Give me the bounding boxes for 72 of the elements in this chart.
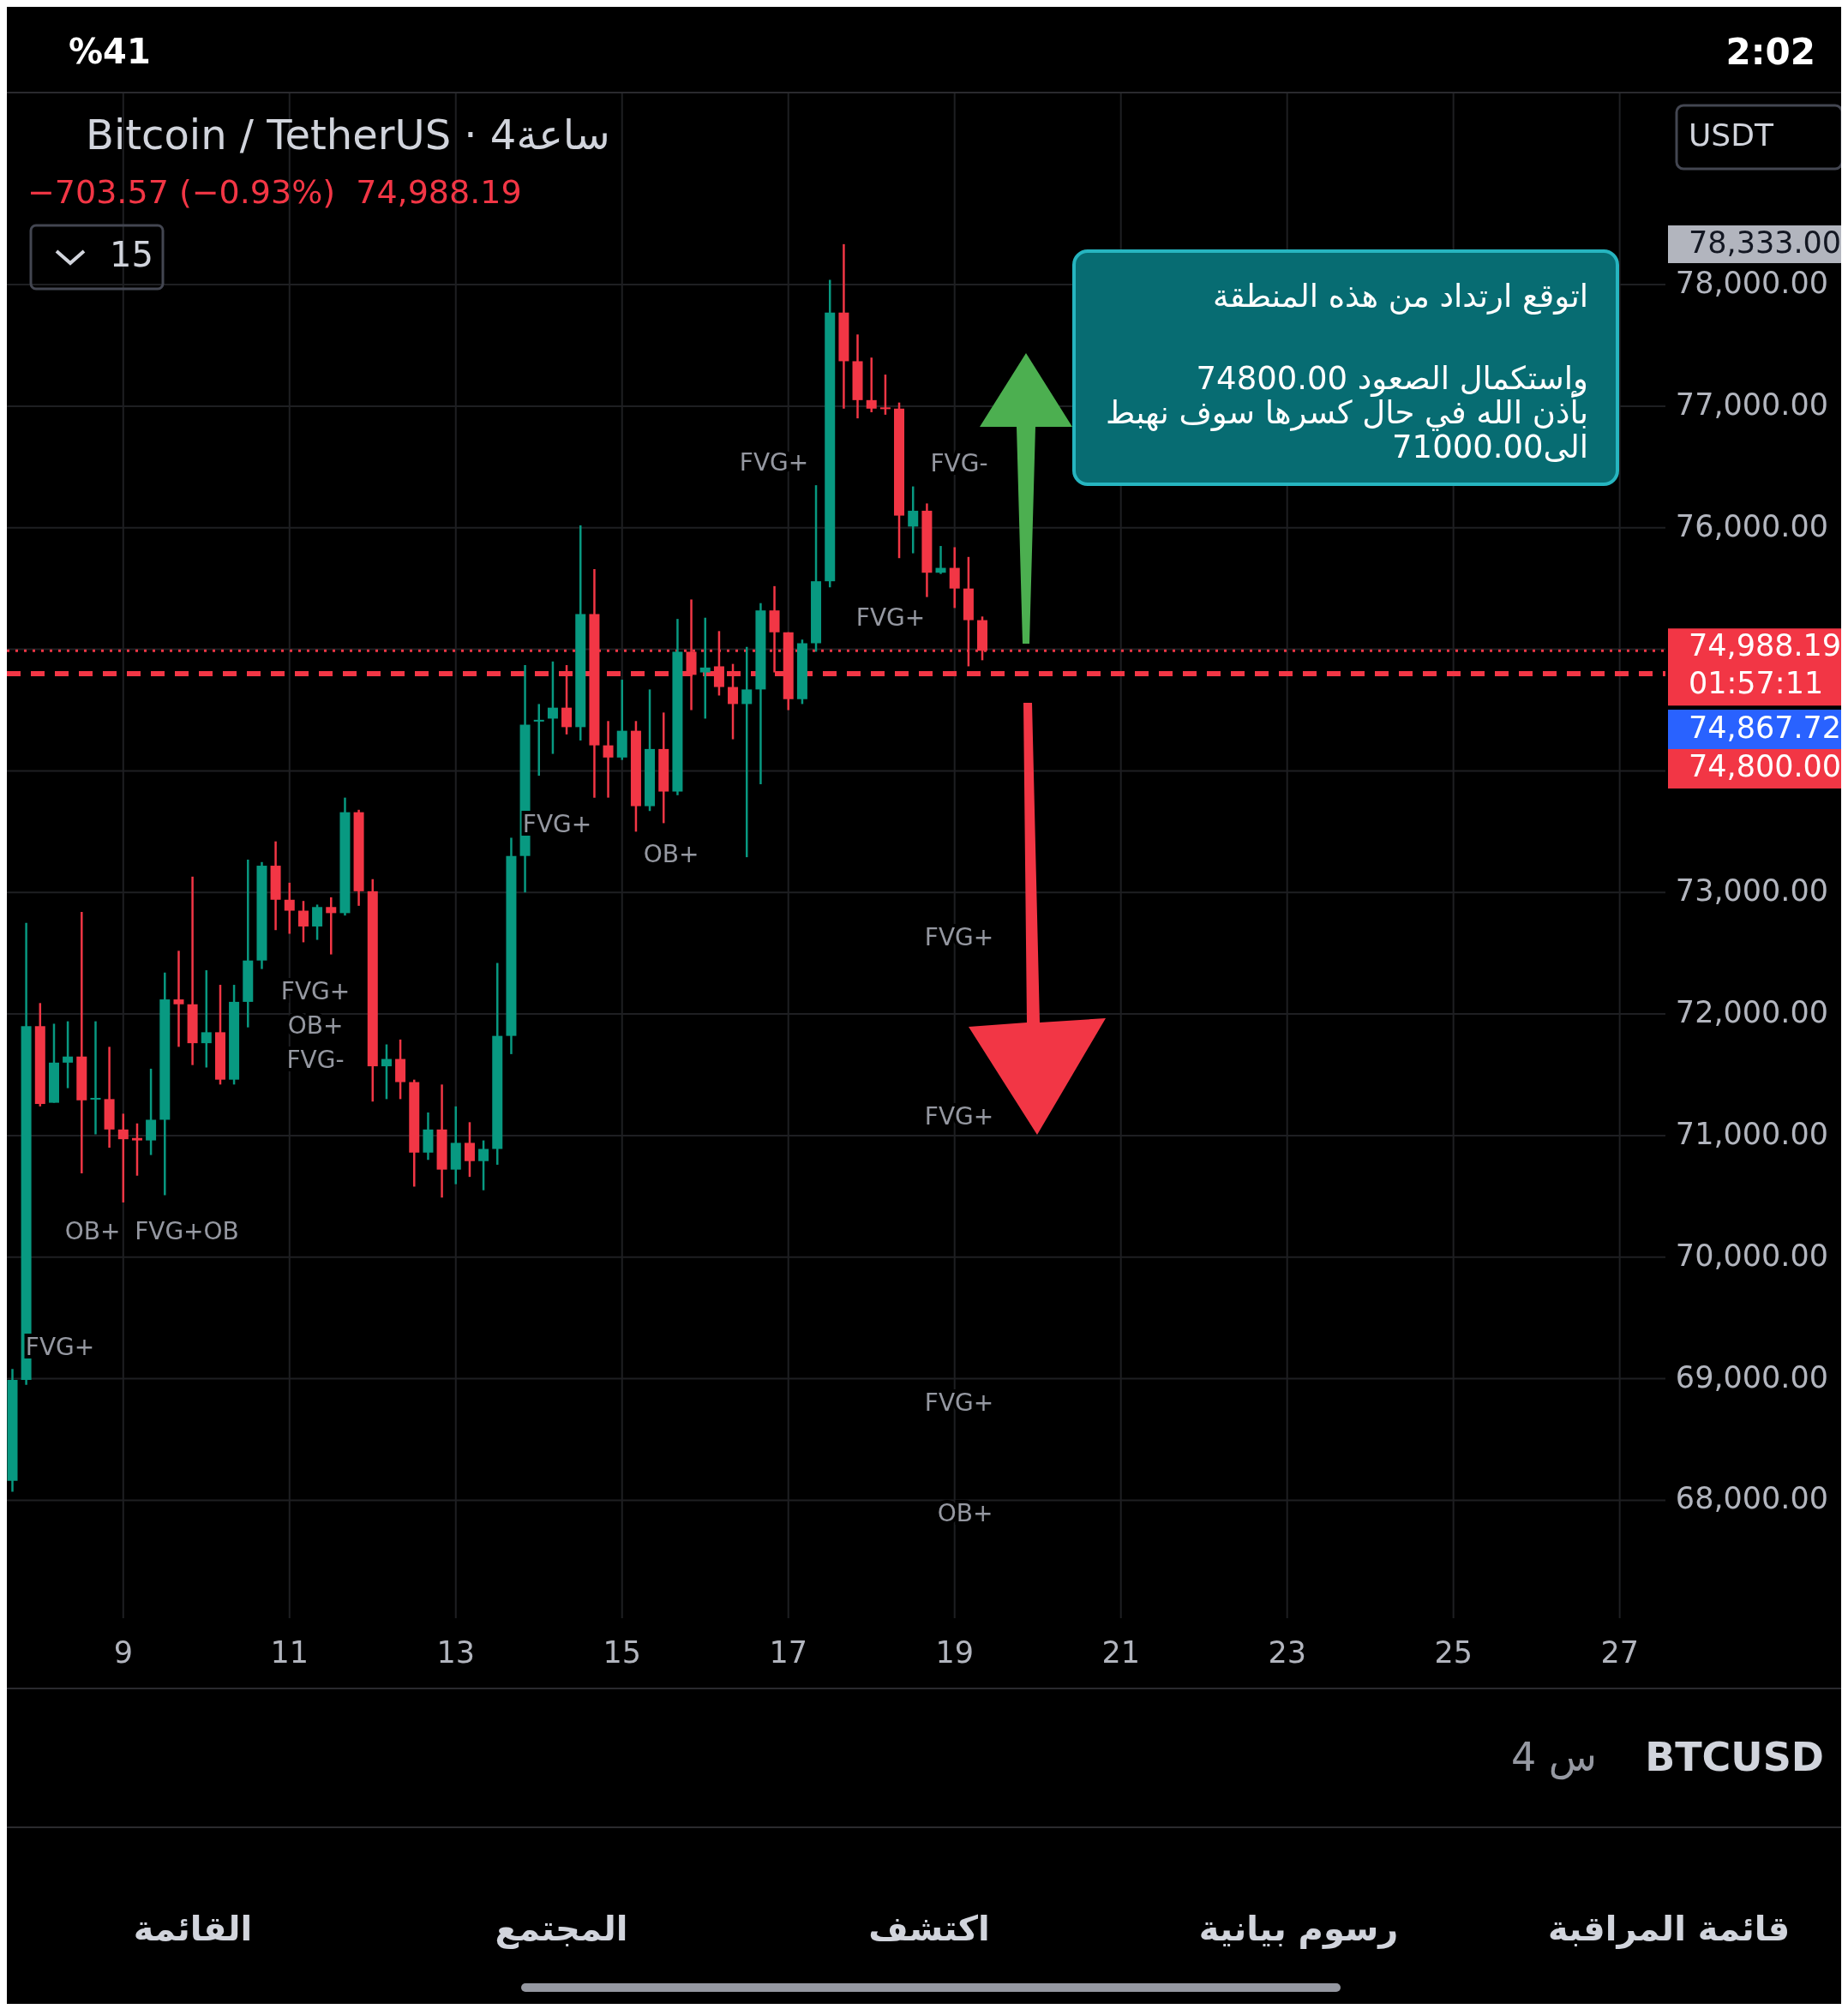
annotation: FVG+ <box>924 923 994 951</box>
x-tick-label: 17 <box>769 1635 807 1670</box>
text: %41 <box>69 32 151 71</box>
text: Bitcoin / TetherUS · 4ساعة <box>86 111 610 159</box>
annotation: FVG+ <box>855 603 926 632</box>
x-tick-label: 19 <box>935 1635 974 1670</box>
candlestick <box>312 903 323 941</box>
y-tick-label: 78,000.00 <box>1675 266 1828 301</box>
x-tick-label: 23 <box>1268 1635 1306 1670</box>
candlestick <box>699 616 711 720</box>
text: 01:57:11 <box>1689 666 1824 700</box>
candlestick <box>381 1043 392 1100</box>
annotation: FVG+ <box>924 1388 994 1417</box>
annotation: FVG- <box>286 1046 345 1074</box>
candlestick <box>464 1121 475 1178</box>
text: اكتشف <box>868 1909 990 1948</box>
candlestick <box>478 1139 489 1191</box>
text: −703.57 (−0.93%) 74,988.19 <box>27 172 522 211</box>
annotation: OB+ <box>937 1499 993 1527</box>
candlestick <box>173 950 184 1048</box>
candlestick <box>297 899 309 944</box>
candlestick <box>741 645 753 859</box>
text: 74,867.72 <box>1689 711 1842 745</box>
annotation: OB+ <box>287 1011 344 1040</box>
annotation: FVG+ <box>924 1102 994 1130</box>
y-tick-label: 72,000.00 <box>1675 995 1828 1030</box>
ref-line-label: 74,988.19 <box>1689 628 1842 663</box>
text: القائمة <box>133 1909 253 1948</box>
ref-line-label: 74,800.00 <box>1689 748 1842 783</box>
annotation: FVG+OB <box>135 1217 239 1245</box>
text: رسوم بيانية <box>1198 1909 1399 1949</box>
annotation: FVG- <box>930 449 988 477</box>
annotation: 15 <box>110 235 153 274</box>
annotation: FVG+ <box>739 448 809 477</box>
candlestick <box>117 1112 129 1204</box>
text: 2:02 <box>1725 30 1815 73</box>
candlestick <box>63 1020 74 1089</box>
candlestick <box>326 896 337 956</box>
text: 4 س <box>1510 1733 1597 1780</box>
x-tick-label: 15 <box>603 1635 642 1670</box>
text: USDT <box>1689 117 1774 153</box>
y-tick-label: 70,000.00 <box>1675 1238 1828 1273</box>
y-tick-label: 77,000.00 <box>1675 387 1828 422</box>
y-tick-label: 76,000.00 <box>1675 508 1828 543</box>
x-tick-label: 11 <box>270 1635 309 1670</box>
x-tick-label: 21 <box>1101 1635 1140 1670</box>
x-tick-label: 13 <box>436 1635 476 1670</box>
text: اتوقع ارتداد من هذه المنطقة واستكمال الصعود 74800.00 بأذن الله في حال كسرها سوف نهبط الى71000.00 <box>1106 278 1588 465</box>
annotation: OB+ <box>643 840 699 868</box>
y-tick-label: 69,000.00 <box>1675 1359 1828 1394</box>
candlestick <box>866 356 877 414</box>
candlestick <box>90 1020 101 1136</box>
candlestick <box>201 969 212 1069</box>
candlestick <box>131 1122 142 1177</box>
x-tick-label: 25 <box>1434 1635 1473 1670</box>
annotation: FVG+ <box>280 977 351 1005</box>
candlestick <box>547 660 558 755</box>
text: BTCUSD <box>1645 1733 1824 1780</box>
candlestick <box>284 881 295 935</box>
candlestick <box>908 485 919 555</box>
x-tick-label: 27 <box>1600 1635 1639 1670</box>
candlestick <box>603 720 614 799</box>
candlestick <box>879 373 891 417</box>
text: 78,333.00 <box>1689 225 1842 260</box>
x-tick-label: 9 <box>113 1635 133 1670</box>
text: قائمة المراقبة <box>1547 1909 1791 1949</box>
y-tick-label: 73,000.00 <box>1675 873 1828 909</box>
y-tick-label: 68,000.00 <box>1675 1481 1828 1516</box>
candlestick <box>533 703 544 777</box>
text: المجتمع <box>495 1909 628 1949</box>
y-tick-label: 71,000.00 <box>1675 1116 1828 1151</box>
annotation: OB+ <box>64 1217 121 1245</box>
